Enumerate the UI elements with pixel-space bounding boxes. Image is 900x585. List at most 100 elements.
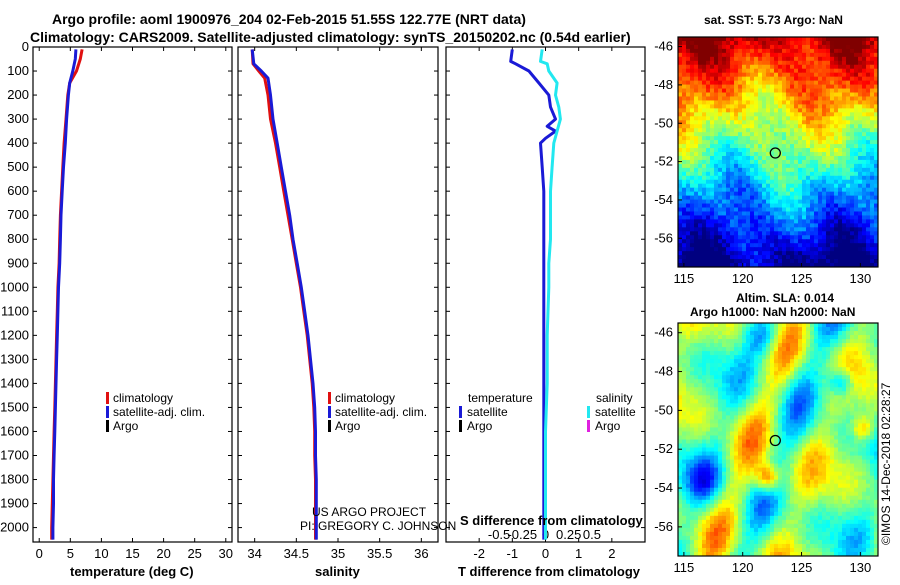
- map-cell: [730, 419, 735, 424]
- map-cell: [814, 69, 819, 73]
- map-cell: [694, 65, 699, 69]
- map-cell: [806, 247, 811, 251]
- map-cell: [810, 456, 815, 461]
- map-cell: [758, 247, 763, 251]
- map-cell: [830, 375, 835, 380]
- map-cell: [678, 444, 683, 449]
- map-cell: [866, 456, 871, 461]
- map-cell: [698, 448, 703, 453]
- map-cell: [694, 399, 699, 404]
- map-cell: [774, 211, 779, 215]
- map-cell: [742, 403, 747, 408]
- map-cell: [746, 448, 751, 453]
- map-cell: [714, 65, 719, 69]
- map-cell: [682, 407, 687, 412]
- map-cell: [830, 251, 835, 255]
- map-cell: [870, 176, 875, 180]
- map-cell: [854, 231, 859, 235]
- map-cell: [750, 188, 755, 192]
- map-cell: [838, 335, 843, 340]
- map-cell: [806, 41, 811, 45]
- map-cell: [734, 363, 739, 368]
- map-cell: [790, 65, 795, 69]
- map-cell: [862, 104, 867, 108]
- map-cell: [694, 335, 699, 340]
- map-cell: [742, 140, 747, 144]
- map-cell: [810, 112, 815, 116]
- map-cell: [794, 73, 799, 77]
- map-cell: [698, 69, 703, 73]
- legend-argo: Argo: [335, 419, 361, 433]
- map-cell: [682, 247, 687, 251]
- map-cell: [714, 363, 719, 368]
- map-cell: [854, 89, 859, 93]
- map-cell: [782, 235, 787, 239]
- map-cell: [694, 391, 699, 396]
- map-cell: [830, 164, 835, 168]
- map-cell: [710, 65, 715, 69]
- map-cell: [838, 215, 843, 219]
- map-cell: [818, 399, 823, 404]
- map-cell: [854, 435, 859, 440]
- map-cell: [842, 61, 847, 65]
- map-cell: [826, 367, 831, 372]
- map-cell: [710, 464, 715, 469]
- map-cell: [850, 223, 855, 227]
- map-cell: [726, 391, 731, 396]
- map-cell: [846, 371, 851, 376]
- map-cell: [766, 375, 771, 380]
- map-cell: [698, 219, 703, 223]
- map-cell: [738, 431, 743, 436]
- x-tick-label: 36: [414, 546, 428, 561]
- map-cell: [850, 343, 855, 348]
- map-cell: [742, 367, 747, 372]
- map-cell: [690, 124, 695, 128]
- map-cell: [798, 239, 803, 243]
- map-cell: [786, 259, 791, 263]
- map-cell: [758, 77, 763, 81]
- map-cell: [698, 116, 703, 120]
- map-cell: [730, 464, 735, 469]
- map-cell: [870, 411, 875, 416]
- map-cell: [686, 395, 691, 400]
- map-cell: [734, 45, 739, 49]
- map-cell: [742, 89, 747, 93]
- map-cell: [762, 108, 767, 112]
- map-cell: [714, 69, 719, 73]
- map-cell: [810, 239, 815, 243]
- map-cell: [806, 108, 811, 112]
- map-cell: [850, 399, 855, 404]
- map-cell: [814, 112, 819, 116]
- map-cell: [778, 100, 783, 104]
- map-cell: [686, 231, 691, 235]
- map-cell: [786, 49, 791, 53]
- map-cell: [726, 259, 731, 263]
- map-cell: [774, 120, 779, 124]
- map-cell: [842, 355, 847, 360]
- map-cell: [782, 375, 787, 380]
- map-cell: [802, 379, 807, 384]
- map-cell: [862, 180, 867, 184]
- map-cell: [726, 387, 731, 392]
- map-cell: [814, 204, 819, 208]
- map-cell: [682, 363, 687, 368]
- map-cell: [814, 383, 819, 388]
- map-cell: [694, 239, 699, 243]
- map-cell: [754, 227, 759, 231]
- map-cell: [782, 387, 787, 392]
- map-cell: [810, 73, 815, 77]
- map-cell: [706, 440, 711, 445]
- map-cell: [806, 219, 811, 223]
- map-cell: [682, 435, 687, 440]
- map-cell: [814, 255, 819, 259]
- map-cell: [814, 188, 819, 192]
- map-cell: [762, 423, 767, 428]
- map-cell: [702, 85, 707, 89]
- map-cell: [718, 255, 723, 259]
- map-cell: [706, 371, 711, 376]
- map-cell: [838, 444, 843, 449]
- map-cell: [822, 211, 827, 215]
- map-cell: [842, 156, 847, 160]
- map-cell: [762, 351, 767, 356]
- map-cell: [786, 132, 791, 136]
